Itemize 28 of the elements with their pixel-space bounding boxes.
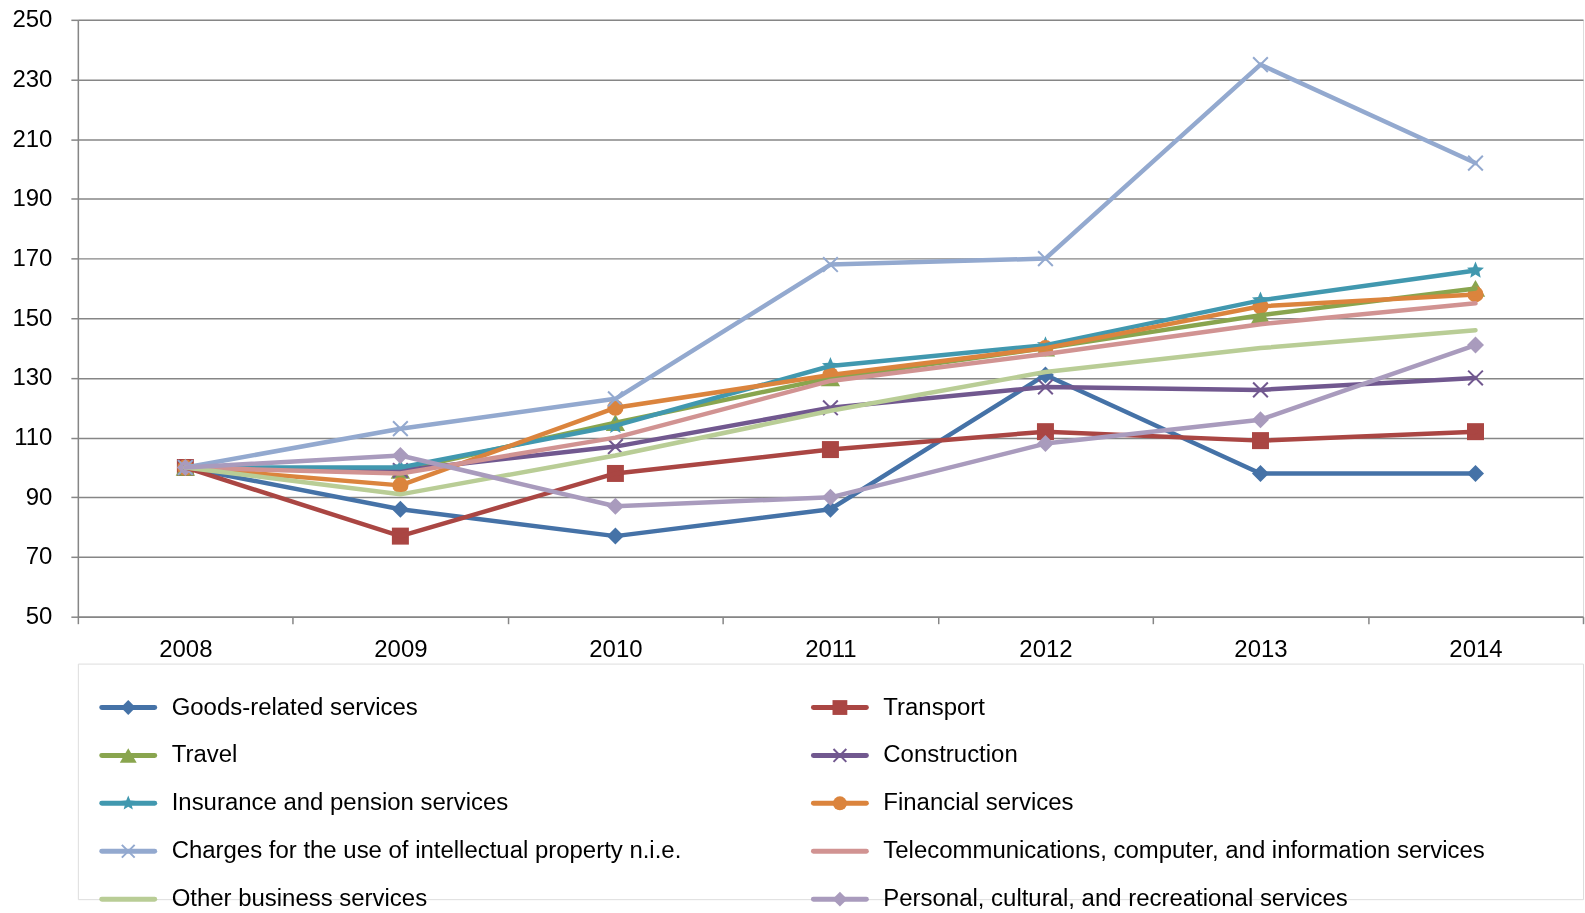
legend-label: Insurance and pension services xyxy=(171,788,509,816)
x-tick-label: 2011 xyxy=(805,635,857,663)
legend-label: Construction xyxy=(883,740,1018,768)
legend-label: Goods-related services xyxy=(171,692,418,720)
x-tick-label: 2013 xyxy=(1234,635,1288,663)
legend-label: Transport xyxy=(883,692,986,720)
y-tick-label: 110 xyxy=(14,423,53,451)
legend-label: Personal, cultural, and recreational services xyxy=(883,884,1348,912)
y-tick-label: 170 xyxy=(12,244,53,272)
legend-label: Charges for the use of intellectual property n.i.e. xyxy=(171,836,682,864)
y-tick-label: 150 xyxy=(12,303,53,331)
y-tick-label: 250 xyxy=(12,5,53,33)
legend-label: Travel xyxy=(171,740,238,768)
x-tick-label: 2010 xyxy=(589,635,643,663)
x-tick-label: 2008 xyxy=(159,635,213,663)
y-tick-label: 190 xyxy=(12,184,53,212)
x-tick-label: 2012 xyxy=(1019,635,1073,663)
y-tick-label: 90 xyxy=(25,482,53,510)
legend-label: Telecommunications, computer, and information services xyxy=(883,836,1485,864)
x-tick-label: 2009 xyxy=(374,635,428,663)
y-tick-label: 210 xyxy=(12,124,53,152)
y-tick-label: 50 xyxy=(25,602,53,630)
legend-label: Financial services xyxy=(883,788,1074,816)
y-tick-label: 130 xyxy=(12,363,53,391)
y-tick-label: 70 xyxy=(25,542,53,570)
legend-label: Other business services xyxy=(171,884,428,912)
y-tick-label: 230 xyxy=(12,65,53,92)
x-tick-label: 2014 xyxy=(1449,635,1503,663)
